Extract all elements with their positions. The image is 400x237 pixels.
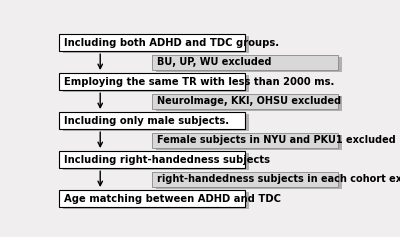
Bar — [152, 172, 338, 187]
Text: Age matching between ADHD and TDC: Age matching between ADHD and TDC — [64, 194, 281, 204]
Text: Including both ADHD and TDC groups.: Including both ADHD and TDC groups. — [64, 38, 279, 48]
Bar — [63, 192, 249, 210]
Bar — [59, 190, 245, 207]
Bar — [63, 114, 249, 132]
Bar — [156, 135, 342, 150]
Bar — [63, 75, 249, 92]
Text: Employing the same TR with less than 2000 ms.: Employing the same TR with less than 200… — [64, 77, 334, 87]
Text: Female subjects in NYU and PKU1 excluded: Female subjects in NYU and PKU1 excluded — [157, 135, 396, 145]
Bar — [152, 94, 338, 109]
Bar — [59, 34, 245, 51]
Bar — [152, 55, 338, 70]
Bar — [59, 73, 245, 90]
Bar — [156, 174, 342, 189]
Bar — [152, 133, 338, 148]
Bar — [59, 151, 245, 168]
Text: right-handedness subjects in each cohort excluded: right-handedness subjects in each cohort… — [157, 174, 400, 184]
Text: Including right-handedness subjects: Including right-handedness subjects — [64, 155, 270, 165]
Bar — [63, 153, 249, 170]
Bar — [156, 57, 342, 72]
Bar — [59, 112, 245, 129]
Bar — [63, 36, 249, 53]
Text: Including only male subjects.: Including only male subjects. — [64, 116, 229, 126]
Text: BU, UP, WU excluded: BU, UP, WU excluded — [157, 57, 272, 67]
Bar — [156, 96, 342, 111]
Text: NeuroImage, KKI, OHSU excluded: NeuroImage, KKI, OHSU excluded — [157, 96, 341, 106]
